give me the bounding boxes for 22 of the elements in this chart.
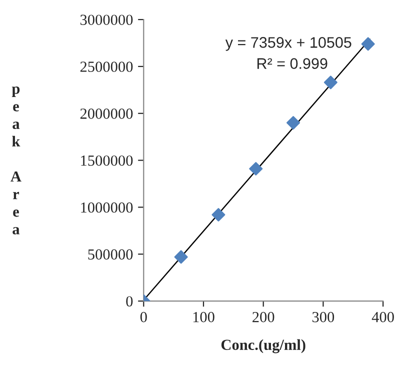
annotation: y = 7359x + 10505: [225, 37, 352, 51]
point: [212, 208, 226, 222]
y-tick-label: 0: [126, 296, 133, 307]
y-tick-label: 2000000: [80, 108, 133, 119]
x-tick-label: 300: [312, 312, 334, 322]
y-tick-label: 3000000: [80, 14, 133, 25]
y-tick-label: 1000000: [81, 202, 133, 213]
point: [286, 116, 300, 130]
text: peak Area: [10, 86, 22, 234]
y-tick-label: 2500000: [80, 62, 133, 72]
x-tick-label: 100: [193, 312, 214, 322]
x-tick-label: 0: [140, 312, 147, 322]
y-tick-label: 1500000: [81, 155, 133, 166]
x-tick-label: 200: [252, 312, 274, 322]
annotation: R² = 0.999: [257, 58, 328, 69]
x-tick-label: 400: [372, 312, 394, 322]
point: [249, 162, 263, 176]
y-tick-label: 500000: [88, 249, 133, 260]
x-axis-title: Conc.(ug/ml): [221, 339, 306, 354]
point: [174, 250, 188, 264]
point: [324, 76, 338, 90]
point: [361, 37, 375, 51]
